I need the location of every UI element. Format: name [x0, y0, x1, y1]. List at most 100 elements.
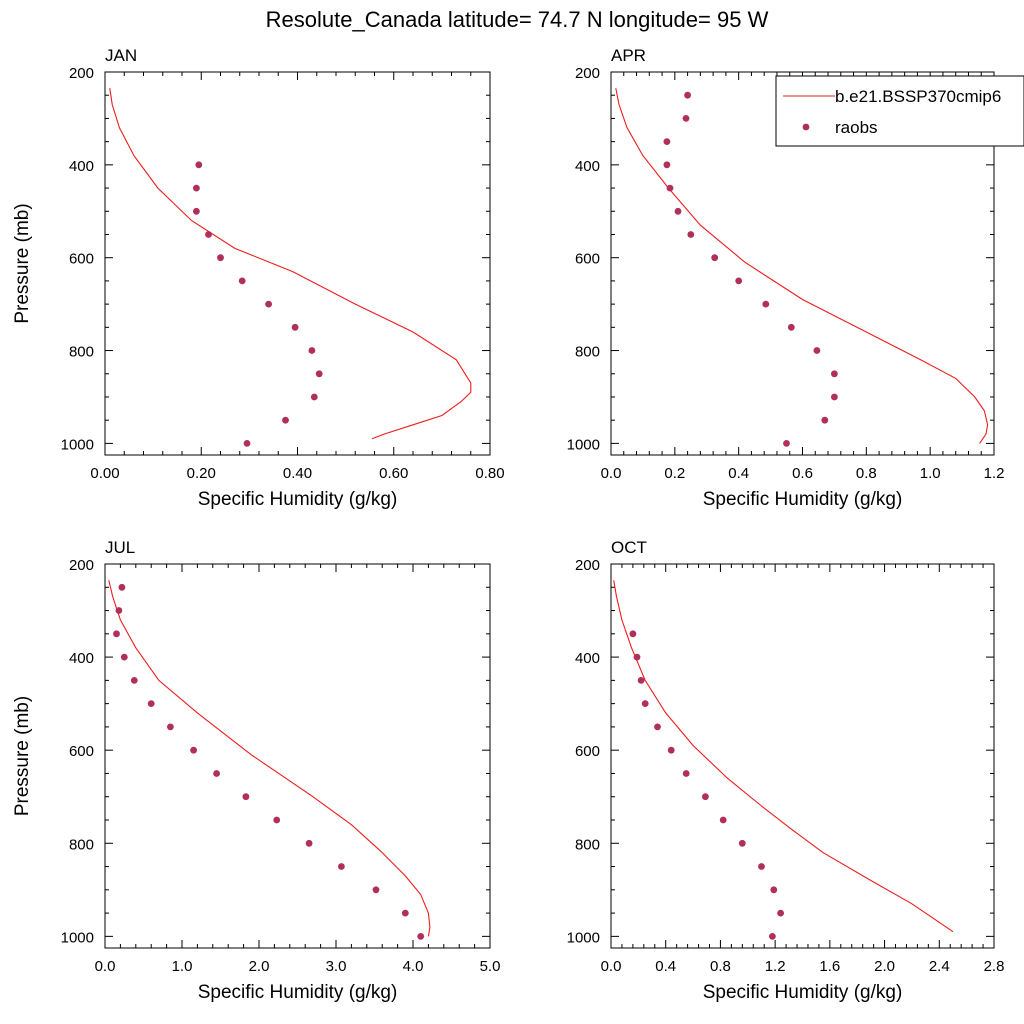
raobs-point	[242, 793, 250, 801]
x-tick-label: 0.00	[90, 465, 119, 482]
x-tick-label: 0.6	[792, 465, 813, 482]
x-tick-label: 1.2	[984, 465, 1005, 482]
panels: 0.00 0.20 0.40 0.60 0.80 200 400 600 800 1000 JAN S…	[12, 46, 1004, 1003]
y-tick-label: 1000	[61, 436, 94, 453]
y-tick-label: 600	[69, 251, 94, 268]
legend-box	[775, 75, 1024, 147]
raobs-point	[308, 347, 316, 354]
raobs-point	[666, 184, 674, 192]
raobs-point	[147, 700, 155, 707]
legend: b.e21.BSSP370cmip6 raobs	[775, 75, 1024, 147]
raobs-point	[195, 161, 203, 169]
panel-jan: 0.00 0.20 0.40 0.60 0.80 200 400 600 800 1000 JAN S…	[12, 46, 505, 510]
x-tick-label: 0.0	[95, 958, 116, 975]
x-tick-label: 0.0	[601, 958, 622, 975]
y-tick-label: 400	[69, 158, 94, 175]
x-tick-label: 1.0	[172, 958, 193, 975]
raobs-point	[831, 393, 838, 401]
y-tick-label: 800	[69, 836, 94, 853]
x-tick-label: 0.80	[475, 465, 504, 482]
raobs-point	[315, 370, 323, 378]
model-profile-line	[615, 88, 989, 444]
x-tick-label: 2.0	[249, 958, 270, 975]
raobs-point	[663, 161, 671, 169]
raobs-point	[401, 909, 409, 917]
y-tick-label: 800	[575, 836, 600, 853]
legend-model-label: b.e21.BSSP370cmip6	[835, 87, 1001, 106]
raobs-point	[282, 416, 289, 424]
raobs-point	[813, 347, 821, 354]
x-tick-label: 2.8	[984, 958, 1005, 975]
raobs-point	[654, 723, 661, 731]
x-tick-label: 2.0	[874, 958, 895, 975]
legend-obs-label: raobs	[835, 118, 878, 137]
raobs-point	[130, 677, 138, 684]
y-tick-label: 200	[69, 557, 94, 574]
raobs-point	[783, 440, 790, 447]
y-tick-label: 200	[575, 557, 600, 574]
raobs-point	[821, 416, 829, 424]
raobs-point	[238, 277, 246, 285]
figure-title: Resolute_Canada latitude= 74.7 N longitu…	[266, 7, 769, 32]
panel-title: JAN	[105, 46, 137, 65]
raobs-point	[217, 254, 224, 262]
x-axis-label: Specific Humidity (g/kg)	[703, 489, 903, 510]
plot-frame	[610, 563, 995, 949]
raobs-point	[243, 440, 251, 447]
panel-apr: 0.0 0.2 0.4 0.6 0.8 1.0 1.2 200 400 600 800 1000 APR…	[567, 46, 1005, 510]
raobs-point	[213, 770, 221, 777]
raobs-point	[629, 630, 637, 638]
y-tick-label: 800	[575, 344, 600, 361]
raobs-point	[167, 723, 174, 731]
x-axis-label: Specific Humidity (g/kg)	[198, 489, 398, 510]
raobs-point	[338, 863, 345, 870]
raobs-point	[682, 770, 690, 777]
y-axis-label: Pressure (mb)	[12, 696, 33, 816]
x-tick-label: 4.0	[403, 958, 424, 975]
raobs-point	[265, 300, 272, 308]
raobs-point	[682, 115, 690, 122]
y-tick-label: 200	[69, 65, 94, 82]
panel-title: OCT	[611, 538, 647, 557]
panel-title: JUL	[105, 538, 135, 557]
legend-obs-marker	[802, 123, 810, 131]
raobs-point	[663, 138, 671, 146]
model-profile-line	[613, 580, 954, 933]
raobs-point	[205, 231, 212, 238]
raobs-point	[190, 746, 198, 754]
raobs-point	[193, 184, 200, 192]
raobs-point	[273, 816, 281, 824]
raobs-point	[777, 909, 784, 917]
raobs-point	[291, 323, 299, 331]
raobs-point	[769, 933, 776, 940]
x-tick-label: 0.4	[655, 958, 676, 975]
raobs-point	[787, 323, 795, 331]
raobs-point	[417, 933, 425, 940]
raobs-point	[641, 700, 649, 707]
raobs-point	[735, 277, 743, 285]
raobs-point	[711, 254, 719, 262]
y-tick-label: 1000	[61, 929, 94, 946]
raobs-point	[758, 863, 765, 870]
y-tick-label: 200	[575, 65, 600, 82]
raobs-point	[310, 393, 318, 401]
panel-jul: 0.0 1.0 2.0 3.0 4.0 5.0 200 400 600 800 1000 JUL Spe…	[12, 538, 500, 1003]
x-tick-label: 0.8	[856, 465, 877, 482]
raobs-point	[120, 653, 128, 661]
x-tick-label: 0.0	[601, 465, 622, 482]
raobs-point	[770, 886, 778, 894]
model-profile-line	[108, 580, 431, 937]
raobs-point	[674, 207, 682, 215]
y-tick-label: 400	[69, 650, 94, 667]
x-tick-label: 0.20	[187, 465, 216, 482]
y-tick-label: 800	[69, 344, 94, 361]
raobs-point	[113, 630, 120, 638]
x-tick-label: 1.2	[765, 958, 786, 975]
raobs-point	[118, 583, 126, 591]
x-tick-label: 0.4	[728, 465, 749, 482]
y-tick-label: 400	[575, 158, 600, 175]
x-tick-label: 0.60	[379, 465, 408, 482]
y-axis-label: Pressure (mb)	[12, 203, 33, 323]
x-axis-label: Specific Humidity (g/kg)	[198, 982, 398, 1003]
